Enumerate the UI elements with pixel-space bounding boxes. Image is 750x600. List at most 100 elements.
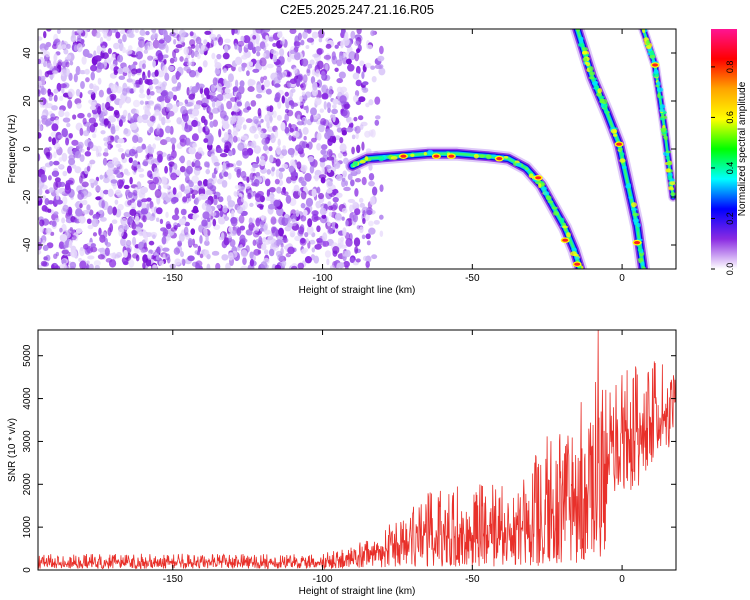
noise-speckle	[253, 133, 259, 139]
noise-speckle	[142, 261, 146, 269]
noise-speckle	[306, 69, 311, 74]
noise-speckle	[116, 173, 122, 179]
noise-speckle	[232, 126, 239, 133]
noise-speckle	[345, 58, 352, 65]
noise-speckle	[79, 203, 83, 209]
noise-speckle	[118, 228, 124, 237]
noise-speckle	[172, 187, 177, 195]
noise-speckle	[268, 248, 275, 257]
noise-speckle	[117, 147, 124, 153]
trace-speckle	[637, 247, 642, 252]
noise-speckle	[362, 217, 366, 225]
noise-speckle	[123, 249, 128, 258]
noise-speckle	[154, 69, 159, 77]
noise-speckle	[58, 164, 64, 169]
trace-speckle	[582, 47, 589, 52]
snr-series-line	[38, 330, 676, 570]
trace-speckle	[603, 103, 607, 110]
noise-speckle	[302, 74, 308, 83]
noise-speckle	[252, 29, 256, 35]
noise-speckle	[95, 32, 101, 39]
noise-speckle	[82, 210, 90, 215]
trace-speckle	[653, 71, 659, 74]
noise-speckle	[87, 224, 94, 230]
noise-speckle	[370, 30, 376, 37]
noise-speckle	[290, 101, 295, 110]
noise-speckle	[255, 61, 260, 69]
trace-speckle	[665, 168, 671, 173]
spectrogram-marks	[38, 29, 676, 269]
noise-speckle	[223, 131, 229, 141]
noise-speckle	[379, 214, 384, 220]
noise-speckle	[220, 232, 225, 240]
snr-panel: -150 -100 -50 0 0 1000 2000 3000 4000 5000 Heigh…	[7, 329, 677, 597]
noise-speckle	[311, 247, 316, 253]
noise-speckle	[378, 64, 384, 69]
noise-speckle	[42, 244, 49, 251]
noise-speckle	[38, 235, 41, 244]
noise-speckle	[327, 221, 331, 227]
noise-speckle	[179, 138, 187, 147]
noise-speckle	[310, 114, 314, 123]
noise-speckle	[218, 128, 222, 138]
noise-speckle	[223, 171, 229, 177]
noise-speckle	[208, 112, 214, 120]
noise-speckle	[318, 174, 327, 179]
noise-speckle	[53, 59, 57, 67]
noise-speckle	[59, 233, 68, 242]
noise-speckle	[106, 35, 112, 42]
trace-speckle	[561, 225, 569, 229]
noise-speckle	[325, 164, 332, 170]
noise-speckle	[285, 194, 292, 204]
noise-speckle	[113, 42, 120, 50]
noise-speckle	[254, 46, 262, 52]
noise-speckle	[106, 141, 112, 146]
noise-speckle	[123, 211, 131, 218]
noise-speckle	[79, 154, 85, 162]
noise-speckle	[281, 163, 289, 169]
noise-speckle	[269, 114, 273, 124]
noise-speckle	[365, 62, 372, 69]
noise-speckle	[58, 109, 65, 118]
noise-speckle	[351, 134, 356, 140]
noise-speckle	[345, 237, 353, 247]
noise-speckle	[102, 189, 109, 195]
noise-speckle	[365, 102, 370, 108]
trace-speckle	[573, 253, 580, 257]
noise-speckle	[111, 219, 118, 224]
noise-speckle	[53, 88, 59, 94]
noise-speckle	[108, 259, 117, 268]
noise-speckle	[184, 221, 191, 227]
noise-speckle	[305, 197, 314, 207]
noise-speckle	[90, 71, 95, 81]
x-tick-label: -100	[313, 273, 333, 284]
noise-speckle	[224, 141, 232, 150]
noise-speckle	[371, 254, 378, 260]
noise-speckle	[115, 31, 121, 39]
noise-speckle	[289, 78, 297, 85]
noise-speckle	[79, 175, 83, 184]
noise-speckle	[146, 231, 153, 237]
noise-speckle	[140, 202, 148, 209]
noise-speckle	[267, 235, 274, 245]
noise-speckle	[262, 236, 267, 243]
snr-x-axis-label: Height of straight line (km)	[299, 586, 416, 597]
noise-speckle	[242, 124, 247, 130]
noise-speckle	[191, 194, 196, 199]
noise-speckle	[379, 184, 384, 192]
noise-speckle	[157, 43, 165, 49]
noise-speckle	[222, 68, 228, 74]
noise-speckle	[294, 41, 301, 47]
noise-speckle	[253, 145, 262, 154]
noise-speckle	[332, 104, 337, 109]
noise-speckle	[95, 145, 102, 153]
noise-speckle	[342, 227, 347, 237]
noise-speckle	[147, 69, 151, 78]
noise-speckle	[61, 86, 65, 94]
noise-speckle	[154, 109, 160, 116]
y-tick-label: 0	[22, 567, 33, 573]
noise-speckle	[100, 130, 106, 135]
noise-speckle	[232, 86, 239, 93]
noise-speckle	[74, 166, 82, 174]
noise-speckle	[122, 66, 130, 73]
